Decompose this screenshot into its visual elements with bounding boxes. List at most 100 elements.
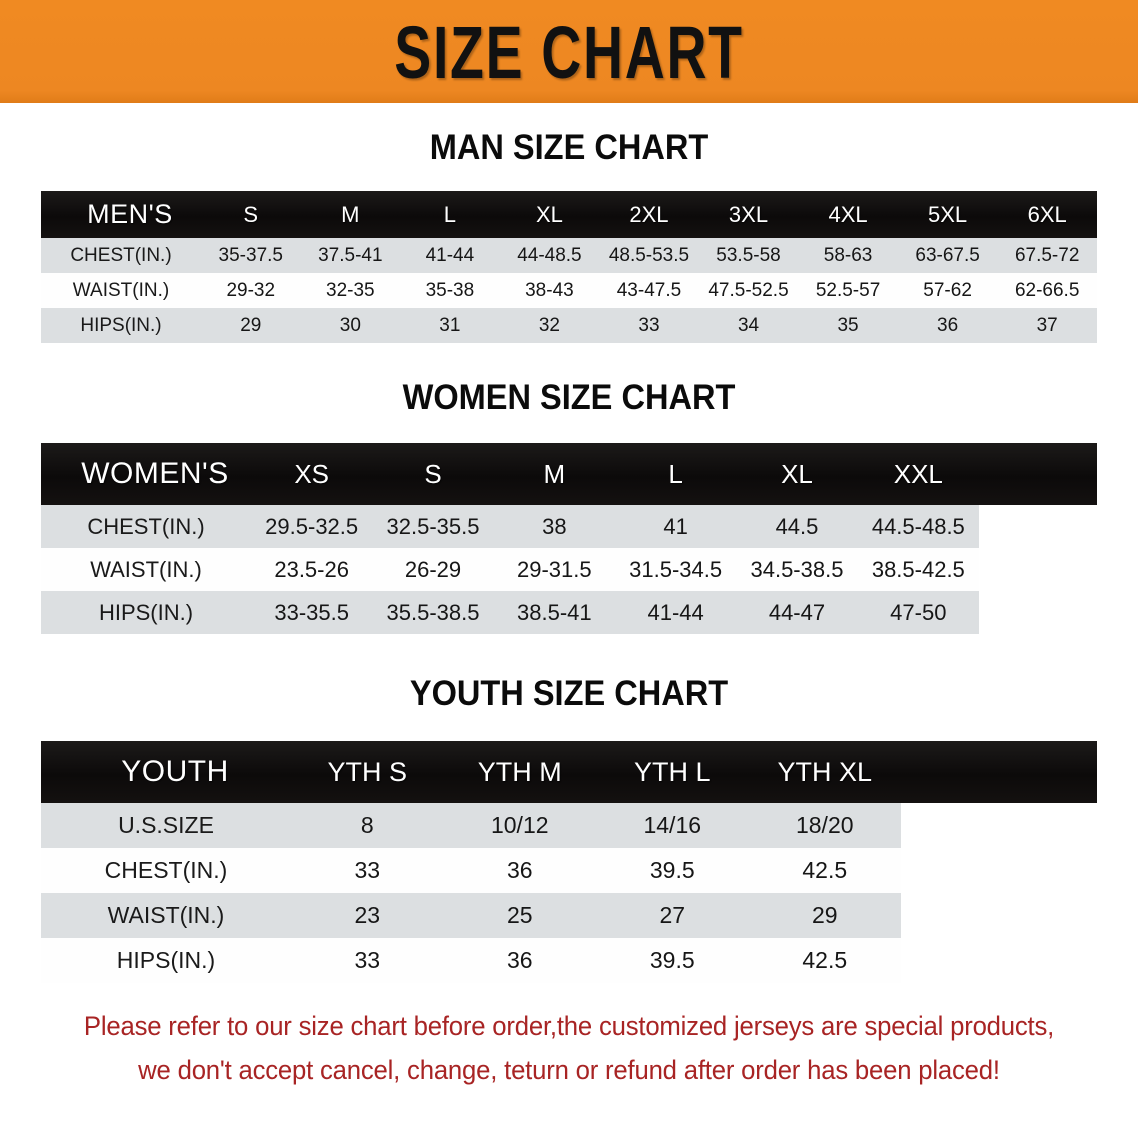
women-row-label: WAIST(IN.) (41, 548, 251, 591)
women-cell-value: 44-47 (736, 591, 858, 634)
man-cell-value: 29 (201, 308, 301, 343)
youth-row-spacer (901, 938, 1097, 983)
women-cell-value: 41-44 (614, 591, 737, 634)
man-table-body: CHEST(IN.) 35-37.5 37.5-41 41-44 44-48.5 48.5… (41, 238, 1097, 343)
man-col-header: 6XL (997, 191, 1097, 238)
note-line-1: Please refer to our size chart before or… (83, 1011, 1055, 1041)
youth-size-table: YOUTH YTH S YTH M YTH L YTH XL U.S.SIZE 8 10/… (41, 741, 1097, 983)
man-cell-value: 63-67.5 (897, 238, 998, 273)
women-cell-value: 41 (614, 505, 737, 548)
women-col-header: XL (736, 443, 858, 505)
table-row: HIPS(IN.) 29 30 31 32 33 34 35 36 37 (41, 308, 1097, 343)
man-section-title: MAN SIZE CHART (429, 128, 709, 167)
man-cell-value: 57-62 (897, 273, 998, 308)
man-cell-value: 47.5-52.5 (698, 273, 799, 308)
man-col-header: S (201, 191, 301, 238)
man-cell-value: 35-38 (400, 273, 500, 308)
youth-cell-value: 42.5 (748, 848, 901, 893)
man-col-header: L (400, 191, 500, 238)
women-cell-value: 26-29 (372, 548, 494, 591)
man-cell-value: 37 (997, 308, 1097, 343)
women-col-header: M (493, 443, 615, 505)
man-table-head: MEN'S S M L XL 2XL 3XL 4XL 5XL 6XL (41, 191, 1097, 238)
youth-cell-value: 39.5 (596, 848, 749, 893)
youth-col-header: YTH M (443, 741, 596, 803)
youth-table-wrap: YOUTH YTH S YTH M YTH L YTH XL U.S.SIZE 8 10/… (41, 741, 1097, 983)
youth-cell-value: 27 (596, 893, 749, 938)
youth-cell-value: 18/20 (748, 803, 901, 848)
table-row: WAIST(IN.) 29-32 32-35 35-38 38-43 43-47.5 47.… (41, 273, 1097, 308)
women-cell-value: 29-31.5 (493, 548, 615, 591)
women-col-header: L (614, 443, 737, 505)
youth-row-label: U.S.SIZE (41, 803, 291, 848)
women-row-spacer (979, 591, 1097, 634)
youth-cell-value: 25 (443, 893, 596, 938)
women-cell-value: 35.5-38.5 (372, 591, 494, 634)
page-title: SIZE CHART (394, 10, 744, 93)
man-cell-value: 35 (798, 308, 898, 343)
man-cell-value: 41-44 (400, 238, 500, 273)
man-row-label: CHEST(IN.) (41, 238, 201, 273)
women-header-spacer (979, 443, 1097, 505)
women-cell-value: 38.5-41 (493, 591, 615, 634)
women-cell-value: 38.5-42.5 (857, 548, 979, 591)
youth-cell-value: 23 (291, 893, 444, 938)
man-table-wrap: MEN'S S M L XL 2XL 3XL 4XL 5XL 6XL CHEST(IN.) 35-… (41, 191, 1097, 343)
man-cell-value: 35-37.5 (201, 238, 301, 273)
man-col-header: XL (499, 191, 600, 238)
women-cell-value: 38 (493, 505, 615, 548)
man-corner-label: MEN'S (41, 191, 201, 238)
women-cell-value: 32.5-35.5 (372, 505, 494, 548)
youth-cell-value: 10/12 (443, 803, 596, 848)
women-cell-value: 33-35.5 (251, 591, 373, 634)
youth-col-header: YTH L (596, 741, 749, 803)
man-col-header: M (300, 191, 401, 238)
man-cell-value: 44-48.5 (499, 238, 600, 273)
women-cell-value: 44.5-48.5 (857, 505, 979, 548)
man-col-header: 2XL (599, 191, 699, 238)
table-row: WAIST(IN.) 23.5-26 26-29 29-31.5 31.5-34.5 34… (41, 548, 1097, 591)
man-cell-value: 62-66.5 (997, 273, 1097, 308)
man-cell-value: 29-32 (201, 273, 301, 308)
man-size-table: MEN'S S M L XL 2XL 3XL 4XL 5XL 6XL CHEST(IN.) 35-… (41, 191, 1097, 343)
youth-cell-value: 8 (291, 803, 444, 848)
youth-cell-value: 33 (291, 938, 444, 983)
man-cell-value: 32-35 (300, 273, 401, 308)
man-cell-value: 52.5-57 (798, 273, 898, 308)
women-cell-value: 34.5-38.5 (736, 548, 858, 591)
women-row-spacer (979, 505, 1097, 548)
man-cell-value: 30 (300, 308, 401, 343)
women-row-spacer (979, 548, 1097, 591)
youth-header-spacer (901, 741, 1097, 803)
women-corner-label: WOMEN'S (41, 443, 251, 505)
youth-row-spacer (901, 893, 1097, 938)
youth-corner-label: YOUTH (41, 741, 291, 803)
women-size-table: WOMEN'S XS S M L XL XXL CHEST(IN.) 29.5-32.5 32… (41, 443, 1097, 634)
man-cell-value: 32 (499, 308, 600, 343)
women-col-header: S (372, 443, 494, 505)
table-row: CHEST(IN.) 29.5-32.5 32.5-35.5 38 41 44.5 44.5… (41, 505, 1097, 548)
youth-cell-value: 36 (443, 938, 596, 983)
women-cell-value: 31.5-34.5 (614, 548, 737, 591)
women-cell-value: 44.5 (736, 505, 858, 548)
youth-table-body: U.S.SIZE 8 10/12 14/16 18/20 CHEST(IN.) 33 36 39… (41, 803, 1097, 983)
youth-header-row: YOUTH YTH S YTH M YTH L YTH XL (41, 741, 1097, 803)
man-header-row: MEN'S S M L XL 2XL 3XL 4XL 5XL 6XL (41, 191, 1097, 238)
man-cell-value: 43-47.5 (599, 273, 699, 308)
women-section-title: WOMEN SIZE CHART (402, 378, 736, 417)
youth-row-label: HIPS(IN.) (41, 938, 291, 983)
youth-cell-value: 36 (443, 848, 596, 893)
man-cell-value: 38-43 (499, 273, 600, 308)
youth-col-header: YTH S (291, 741, 444, 803)
man-cell-value: 58-63 (798, 238, 898, 273)
women-col-header: XS (251, 443, 373, 505)
youth-section-title: YOUTH SIZE CHART (409, 674, 729, 713)
women-row-label: HIPS(IN.) (41, 591, 251, 634)
women-table-head: WOMEN'S XS S M L XL XXL (41, 443, 1097, 505)
youth-row-spacer (901, 848, 1097, 893)
man-cell-value: 31 (400, 308, 500, 343)
youth-row-label: CHEST(IN.) (41, 848, 291, 893)
note-line-2: we don't accept cancel, change, teturn o… (138, 1054, 1000, 1085)
table-row: WAIST(IN.) 23 25 27 29 (41, 893, 1097, 938)
youth-cell-value: 29 (748, 893, 901, 938)
